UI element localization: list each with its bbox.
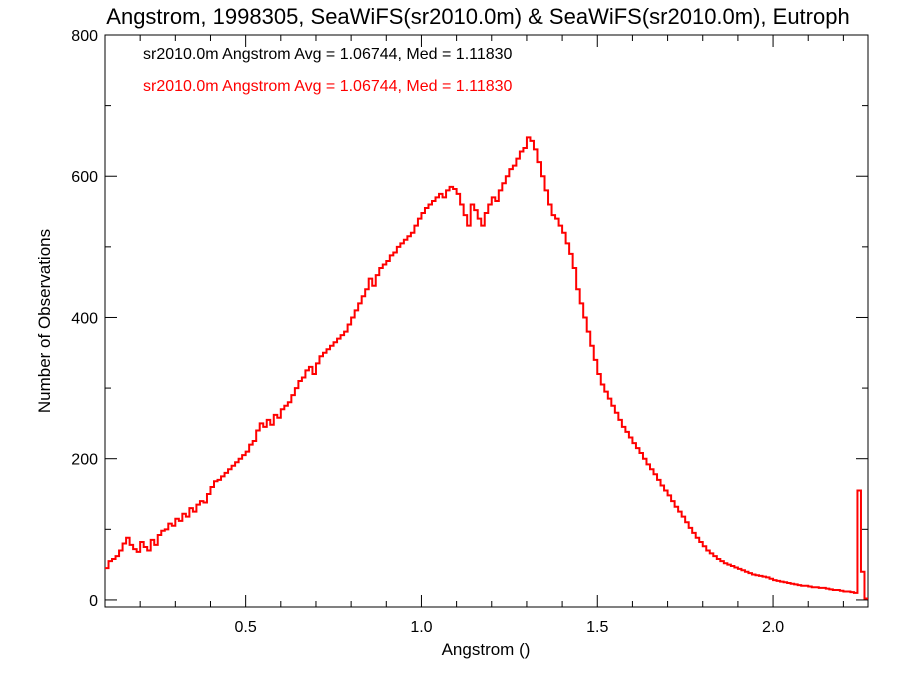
y-axis-ticks: 0 200 400 600 800 [71,28,868,610]
y-tick-label: 600 [71,169,98,186]
legend-entry-black: sr2010.0m Angstrom Avg = 1.06744, Med = … [143,46,513,63]
y-tick-label: 0 [89,593,98,610]
chart-title: Angstrom, 1998305, SeaWiFS(sr2010.0m) & … [106,4,849,29]
x-axis-label: Angstrom () [442,640,531,659]
histogram-series-line [105,136,868,600]
legend-entry-red: sr2010.0m Angstrom Avg = 1.06744, Med = … [143,78,513,95]
y-axis-label: Number of Observations [35,229,54,413]
x-tick-label: 2.0 [762,619,784,636]
plot-frame [104,34,869,608]
y-tick-label: 800 [71,28,98,45]
y-tick-label: 200 [71,452,98,469]
x-axis-ticks: 0.5 1.0 1.5 2.0 [139,35,844,636]
y-tick-label: 400 [71,310,98,327]
x-tick-label: 0.5 [235,619,257,636]
x-tick-label: 1.5 [586,619,608,636]
x-tick-label: 1.0 [410,619,432,636]
